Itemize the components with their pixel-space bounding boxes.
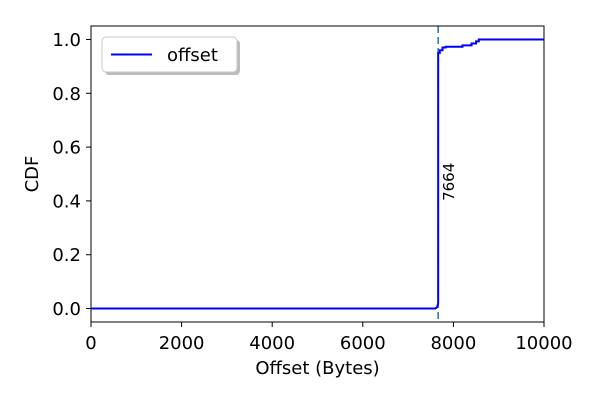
x-tick-label: 4000 bbox=[249, 333, 295, 354]
y-tick-label: 0.2 bbox=[52, 245, 81, 266]
reference-line-label: 7664 bbox=[440, 163, 458, 201]
legend-label-offset: offset bbox=[167, 45, 218, 66]
x-tick-label: 2000 bbox=[159, 333, 205, 354]
y-axis-label: CDF bbox=[22, 156, 43, 193]
y-tick-label: 0.8 bbox=[52, 84, 81, 105]
plot-area: 7664 bbox=[91, 26, 544, 322]
legend: offset bbox=[101, 36, 240, 75]
y-tick-label: 0.6 bbox=[52, 138, 81, 159]
plot-frame bbox=[90, 25, 545, 323]
y-tick-label: 0.4 bbox=[52, 191, 81, 212]
x-tick-label: 6000 bbox=[340, 333, 386, 354]
x-tick-label: 8000 bbox=[430, 333, 476, 354]
y-tick-label: 1.0 bbox=[52, 30, 81, 51]
legend-box bbox=[101, 36, 238, 73]
x-tick-label: 10000 bbox=[515, 333, 572, 354]
x-tick-label: 0 bbox=[85, 333, 96, 354]
x-axis-label: Offset (Bytes) bbox=[255, 358, 379, 379]
series-line-offset bbox=[91, 38, 544, 310]
axis-ticks: 0 2000 4000 6000 8000 10000 0.0 0.2 0.4 0.6 0.8 1.0 bbox=[52, 30, 572, 354]
y-tick-label: 0.0 bbox=[52, 299, 81, 320]
